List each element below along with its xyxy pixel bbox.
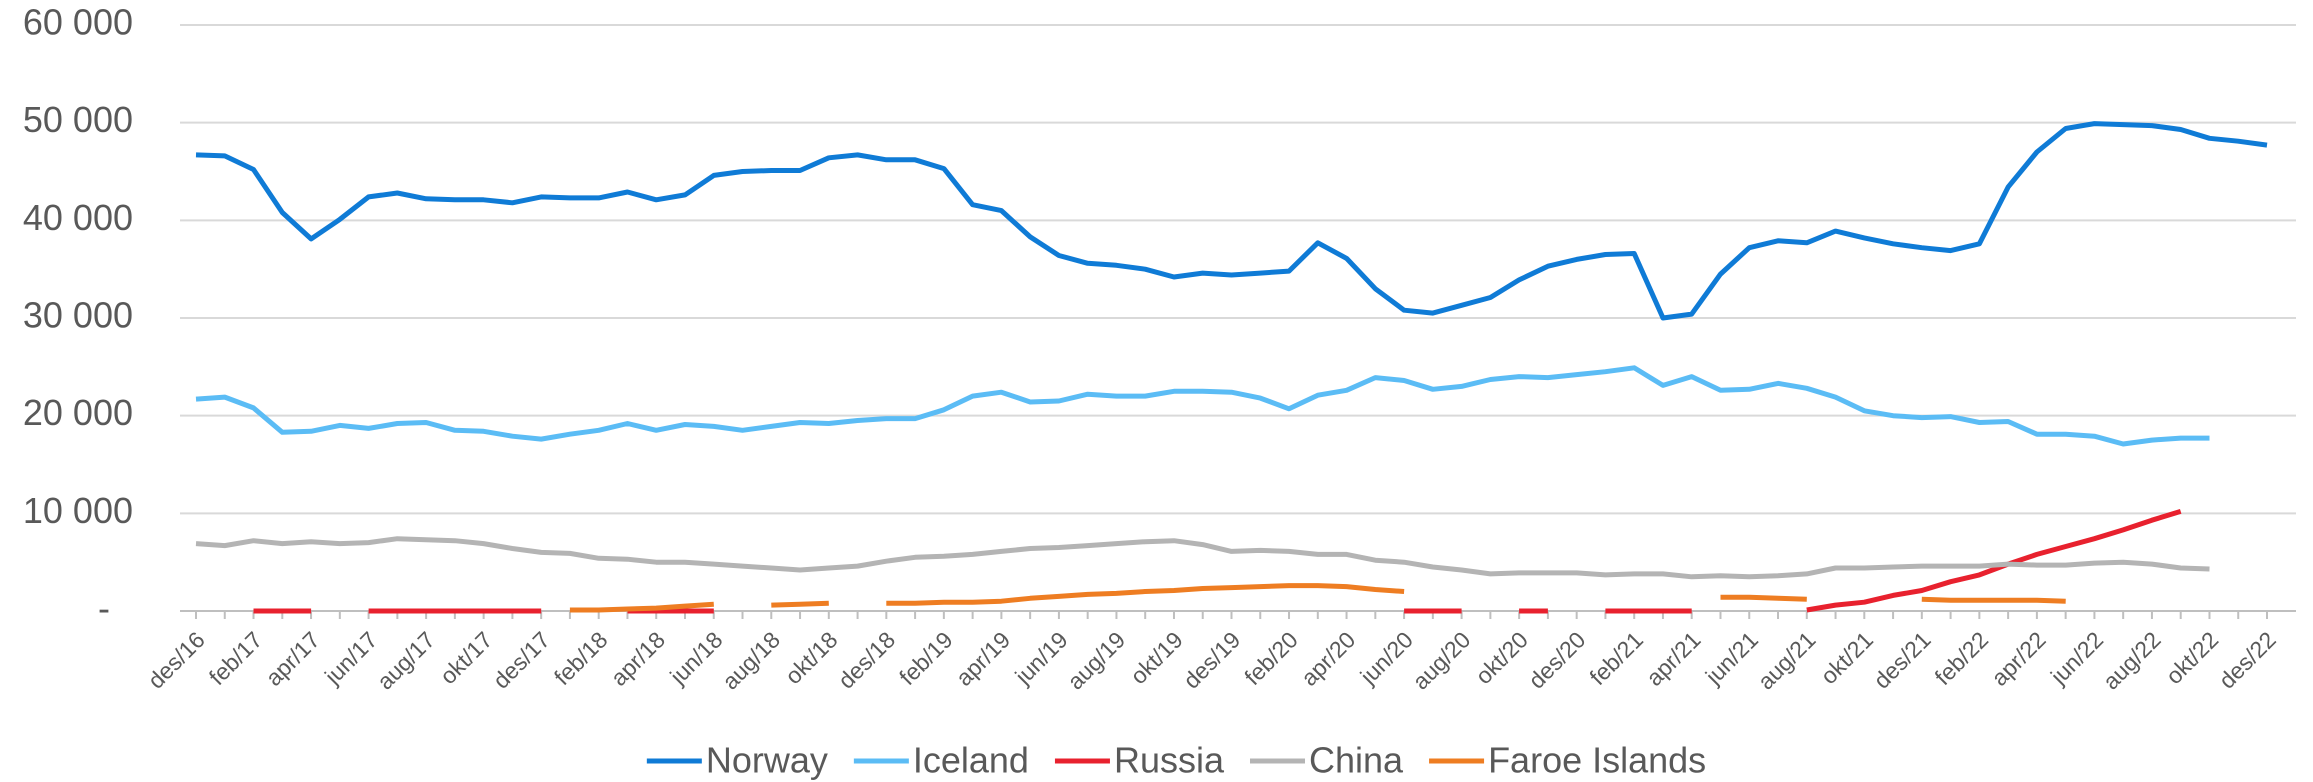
series-line <box>253 509 2182 614</box>
x-tick-label: okt/18 <box>780 626 843 689</box>
x-tick-label: des/17 <box>488 626 555 693</box>
x-tick-label: des/19 <box>1178 626 1245 693</box>
x-tick-label: aug/21 <box>1752 626 1820 694</box>
x-tick-label: des/20 <box>1523 626 1590 693</box>
x-tick-label: apr/19 <box>951 626 1016 691</box>
x-tick-label: okt/20 <box>1470 626 1533 689</box>
x-tick-label: jun/17 <box>319 626 382 689</box>
x-tick-label: jun/18 <box>664 626 727 689</box>
x-tick-label: aug/19 <box>1062 626 1130 694</box>
x-tick-label: aug/22 <box>2098 626 2166 694</box>
y-tick-label: 40 000 <box>23 197 133 238</box>
y-tick-label: 50 000 <box>23 99 133 140</box>
series-line <box>195 121 2268 321</box>
series-line <box>195 536 2210 580</box>
x-tick-label: feb/21 <box>1584 626 1648 690</box>
x-tick-label: des/21 <box>1868 626 1935 693</box>
x-tick-label: jun/22 <box>2045 626 2108 689</box>
y-tick-label: - <box>98 588 110 629</box>
x-tick-label: apr/17 <box>260 626 325 691</box>
x-tick-label: apr/21 <box>1641 626 1706 691</box>
legend-label: China <box>1309 740 1404 781</box>
x-tick-label: jun/21 <box>1700 626 1763 689</box>
x-tick-label: feb/17 <box>204 626 268 690</box>
x-tick-label: apr/22 <box>1986 626 2051 691</box>
x-tick-label: feb/20 <box>1239 626 1303 690</box>
x-tick-label: feb/19 <box>894 626 958 690</box>
series-line <box>195 365 2210 447</box>
series-line <box>569 583 2066 613</box>
x-tick-label: aug/18 <box>717 626 785 694</box>
x-tick-label: des/22 <box>2214 626 2281 693</box>
x-tick-label: feb/18 <box>549 626 613 690</box>
x-tick-label: okt/22 <box>2161 626 2224 689</box>
y-tick-label: 10 000 <box>23 490 133 531</box>
x-tick-label: des/18 <box>833 626 900 693</box>
y-tick-label: 60 000 <box>23 2 133 43</box>
x-tick-label: aug/17 <box>372 626 440 694</box>
legend-label: Faroe Islands <box>1488 740 1706 781</box>
x-tick-label: feb/22 <box>1930 626 1994 690</box>
x-tick-label: apr/18 <box>606 626 671 691</box>
x-tick-label: jun/20 <box>1355 626 1418 689</box>
x-tick-label: jun/19 <box>1009 626 1072 689</box>
x-tick-label: okt/21 <box>1815 626 1878 689</box>
x-tick-label: apr/20 <box>1296 626 1361 691</box>
legend-label: Iceland <box>913 740 1029 781</box>
y-tick-label: 20 000 <box>23 392 133 433</box>
x-tick-label: des/16 <box>143 626 210 693</box>
legend-label: Norway <box>706 740 828 781</box>
x-tick-label: okt/17 <box>435 626 498 689</box>
legend-label: Russia <box>1114 740 1225 781</box>
x-tick-label: okt/19 <box>1125 626 1188 689</box>
x-tick-label: aug/20 <box>1407 626 1475 694</box>
y-tick-label: 30 000 <box>23 295 133 336</box>
